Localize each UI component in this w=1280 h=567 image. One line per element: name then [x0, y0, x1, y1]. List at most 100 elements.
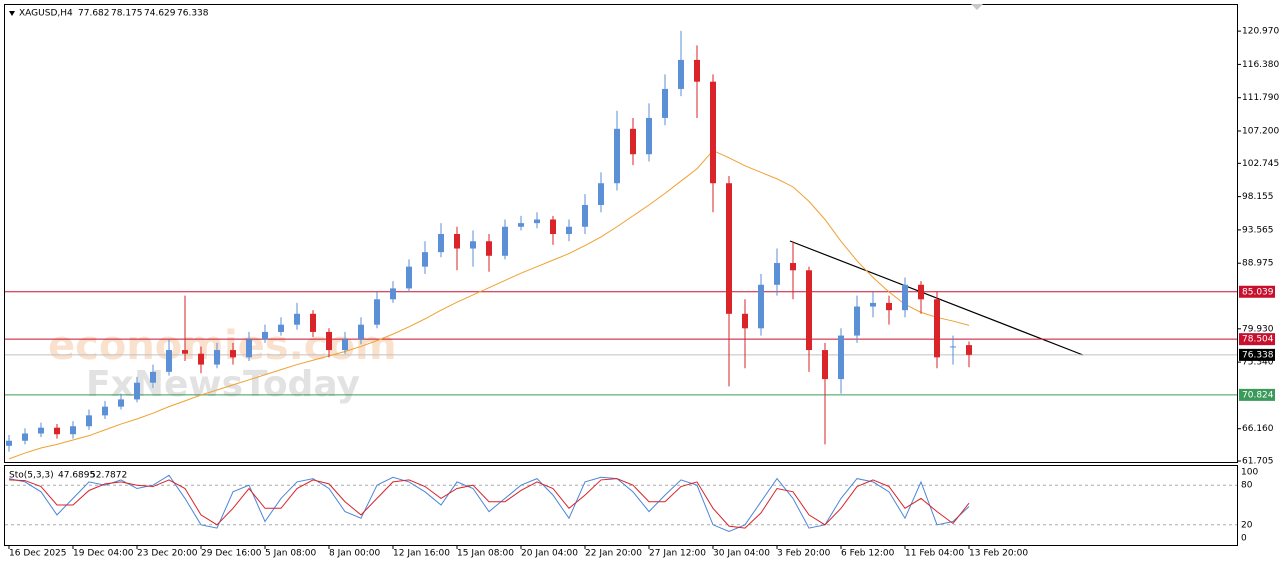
symbol: XAGUSD,H4 [19, 9, 73, 19]
candle-body [198, 353, 204, 365]
x-tick-label: 15 Jan 08:00 [457, 549, 514, 559]
x-tick-label: 27 Jan 12:00 [649, 549, 706, 559]
candle-body [902, 284, 908, 311]
candle-body [422, 252, 428, 267]
candle-body [694, 59, 700, 82]
x-tick-label: 22 Jan 20:00 [585, 549, 642, 559]
candle-body [86, 415, 92, 427]
candle-body [102, 406, 108, 416]
candle-body [630, 128, 636, 155]
candle-body [406, 266, 412, 289]
price-label: 76.338 [1242, 350, 1274, 360]
price-label-bg [1239, 285, 1275, 298]
candle-body [822, 350, 828, 380]
candle-body [806, 270, 812, 351]
y-tick-label: 107.200 [1242, 127, 1279, 137]
sto-tick-label: 80 [1241, 481, 1253, 491]
candle-body [390, 288, 396, 300]
sto-tick-label: 20 [1241, 520, 1253, 530]
sto-main-value: 47.6895 [58, 471, 95, 481]
x-tick-label: 13 Feb 20:00 [969, 549, 1028, 559]
sto-line [8, 478, 970, 529]
candle-body [262, 331, 268, 340]
y-tick-label: 61.705 [1242, 457, 1274, 467]
candle-body [518, 223, 524, 227]
price-label: 78.504 [1242, 335, 1274, 345]
candle-body [278, 324, 284, 332]
moving-average [8, 149, 970, 460]
sto-signal-value: 52.7872 [90, 471, 127, 481]
candle-body [70, 426, 76, 435]
candle-body [470, 241, 476, 249]
candle-body [310, 313, 316, 332]
y-tick-label: 98.155 [1242, 192, 1274, 202]
sto-line [8, 474, 970, 532]
candle-body [454, 234, 460, 249]
candle-body [502, 226, 508, 256]
candle-body [950, 346, 956, 348]
candle-body [838, 335, 844, 380]
main-frame [4, 4, 1238, 463]
candle-body [710, 81, 716, 184]
x-tick-label: 6 Feb 12:00 [841, 549, 895, 559]
candle-body [486, 241, 492, 256]
y-tick-label: 93.565 [1242, 225, 1274, 235]
menu-arrow[interactable] [9, 11, 15, 16]
x-tick-label: 12 Jan 16:00 [393, 549, 450, 559]
candle-body [598, 183, 604, 205]
ohlc-high: 78.175 [111, 9, 143, 19]
y-tick-label: 102.745 [1242, 159, 1279, 169]
x-tick-label: 20 Jan 04:00 [521, 549, 578, 559]
x-tick-label: 11 Feb 04:00 [905, 549, 964, 559]
watermark: FxNewsToday [86, 364, 360, 405]
y-tick-label: 88.975 [1242, 259, 1274, 269]
candle-body [534, 219, 540, 224]
price-label: 85.039 [1242, 287, 1274, 297]
candle-body [886, 302, 892, 311]
candle-body [550, 219, 556, 235]
y-tick-label: 79.930 [1242, 324, 1274, 334]
candle-body [134, 382, 140, 400]
y-tick-label: 120.970 [1242, 27, 1279, 37]
sto-name: Sto(5,3,3) [9, 471, 54, 481]
candle-body [646, 117, 652, 155]
candle-body [582, 204, 588, 227]
price-label: 70.824 [1242, 390, 1274, 400]
price-label-bg [1239, 348, 1275, 361]
candle-body [246, 339, 252, 358]
x-tick-label: 5 Jan 08:00 [265, 549, 317, 559]
price-label-bg [1239, 388, 1275, 401]
candle-body [774, 263, 780, 285]
ohlc-close: 76.338 [177, 9, 209, 19]
candle-body [6, 440, 12, 446]
ohlc-open: 77.682 [78, 9, 110, 19]
candle-body [150, 371, 156, 383]
candle-body [726, 183, 732, 314]
y-tick-label: 116.380 [1242, 60, 1279, 70]
candle-body [230, 350, 236, 358]
sto-tick-label: 0 [1241, 534, 1247, 544]
candle-body [38, 427, 44, 434]
y-tick-label: 66.160 [1242, 424, 1274, 434]
y-tick-label: 111.790 [1242, 93, 1279, 103]
candle-body [438, 234, 444, 253]
x-tick-label: 3 Feb 20:00 [777, 549, 831, 559]
sto-tick-label: 100 [1241, 468, 1258, 478]
watermark: economies.com [48, 323, 397, 369]
x-tick-label: 19 Dec 04:00 [73, 549, 134, 559]
ohlc-low: 74.629 [144, 9, 176, 19]
candle-body [566, 226, 572, 235]
candle-body [918, 284, 924, 300]
candle-body [790, 263, 796, 271]
candle-body [614, 128, 620, 184]
price-label-bg [1239, 333, 1275, 346]
candle-body [214, 350, 220, 365]
x-tick-label: 30 Jan 04:00 [713, 549, 770, 559]
candle-body [742, 313, 748, 329]
candle-body [342, 339, 348, 351]
candle-body [870, 302, 876, 307]
candle-body [22, 433, 28, 441]
candle-body [966, 345, 972, 355]
scroll-marker [971, 4, 983, 10]
